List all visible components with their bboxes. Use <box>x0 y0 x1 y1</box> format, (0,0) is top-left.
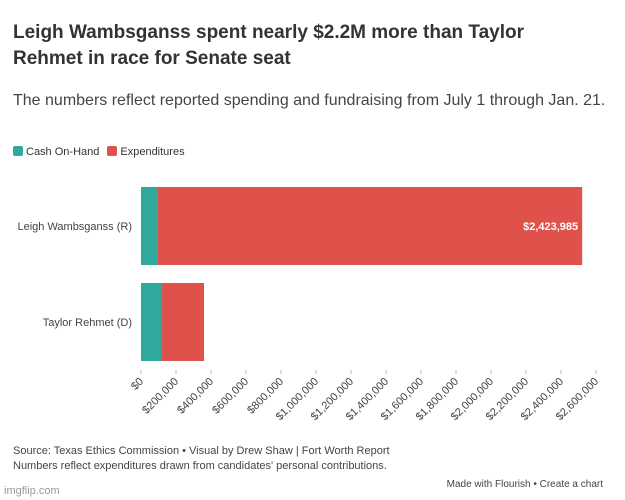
legend-item[interactable]: Expenditures <box>107 146 185 158</box>
legend-item[interactable]: Cash On-Hand <box>13 146 99 158</box>
bar-segment <box>162 283 204 361</box>
y-tick-label: Leigh Wambsganss (R) <box>17 221 132 233</box>
y-tick-label: Taylor Rehmet (D) <box>43 317 132 329</box>
credit-link[interactable]: Create a chart <box>539 479 603 490</box>
bar-segment <box>157 187 583 265</box>
bar-segment <box>141 187 158 265</box>
value-label: $2,423,985 <box>523 221 578 233</box>
source-note: Source: Texas Ethics Commission • Visual… <box>13 445 390 457</box>
bar-segment <box>141 283 162 361</box>
watermark: imgflip.com <box>4 485 60 497</box>
legend-swatch <box>107 146 118 156</box>
x-tick-label: $400,000 <box>175 376 216 417</box>
legend-label: Expenditures <box>120 146 185 158</box>
legend-swatch <box>13 146 23 156</box>
chart: $0$200,000$400,000$600,000$800,000$1,000… <box>17 187 601 423</box>
credit: Made with Flourish • Create a chart <box>446 479 603 490</box>
footnote: Numbers reflect expenditures drawn from … <box>13 460 387 472</box>
legend-label: Cash On-Hand <box>26 146 100 158</box>
x-tick-label: $200,000 <box>140 376 181 417</box>
x-tick-label: $600,000 <box>210 376 251 417</box>
x-tick-label: $0 <box>129 376 146 393</box>
chart-title: Leigh Wambsganss spent nearly $2.2M more… <box>13 22 525 69</box>
chart-subtitle: The numbers reflect reported spending an… <box>13 92 606 109</box>
credit-link[interactable]: Made with Flourish <box>446 479 531 490</box>
legend: Cash On-Hand Expenditures <box>13 146 185 158</box>
